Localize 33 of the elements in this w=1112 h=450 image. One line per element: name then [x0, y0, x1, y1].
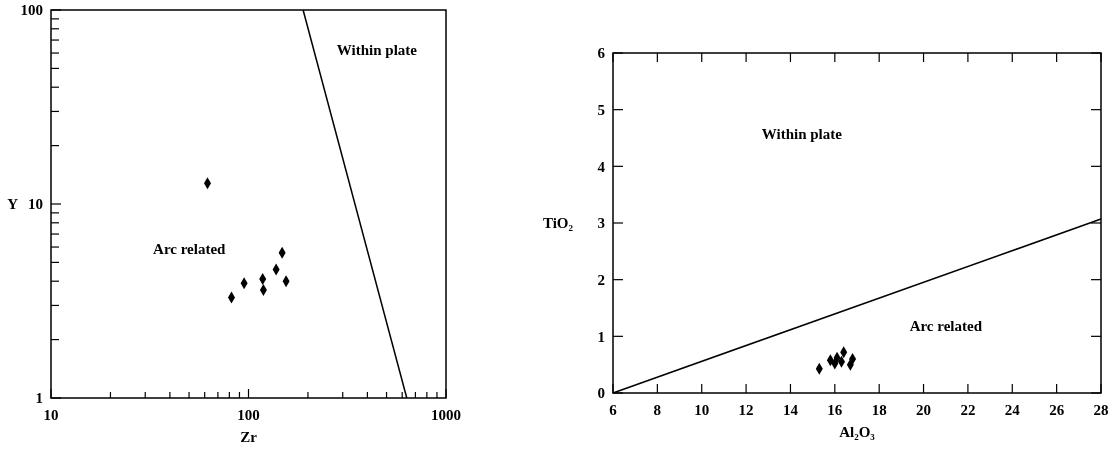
x-tick-label: 10: [694, 402, 710, 418]
y-axis-title: Y: [7, 196, 19, 213]
x-axis-title: Zr: [240, 429, 258, 445]
annotation: Within plate: [761, 126, 843, 143]
x-tick-label: 14: [782, 402, 799, 418]
y-tick-label: 10: [28, 196, 43, 213]
x-tick-label: 16: [827, 402, 843, 418]
x-tick-label: 26: [1049, 402, 1065, 418]
x-tick-label: 18: [871, 402, 887, 418]
y-tick-label: 1: [597, 328, 605, 345]
y-tick-label: 100: [20, 2, 43, 19]
x-tick-label: 22: [960, 402, 976, 418]
y-tick-label: 2: [597, 271, 605, 288]
x-tick-label: 24: [1004, 402, 1021, 418]
annotation: Arc related: [153, 241, 227, 258]
y-tick-label: 3: [597, 215, 605, 232]
x-tick-label: 12: [738, 402, 754, 418]
y-tick-label: 1: [35, 390, 43, 407]
x-tick-label: 10: [43, 407, 59, 423]
x-tick-label: 1000: [431, 407, 461, 423]
x-tick-label: 6: [609, 402, 618, 418]
annotation: Arc related: [909, 318, 983, 335]
y-tick-label: 6: [597, 45, 606, 62]
x-tick-label: 8: [653, 402, 662, 418]
y-tick-label: 4: [597, 158, 606, 175]
x-tick-label: 20: [916, 402, 932, 418]
y-axis-title: TiO₂: [542, 215, 574, 232]
x-axis-title: Al₂O₃: [839, 424, 876, 440]
annotation: Within plate: [336, 42, 418, 59]
x-tick-label: 100: [237, 407, 260, 423]
x-tick-label: 28: [1093, 402, 1109, 418]
y-tick-label: 0: [597, 385, 605, 402]
y-tick-label: 5: [597, 101, 605, 118]
